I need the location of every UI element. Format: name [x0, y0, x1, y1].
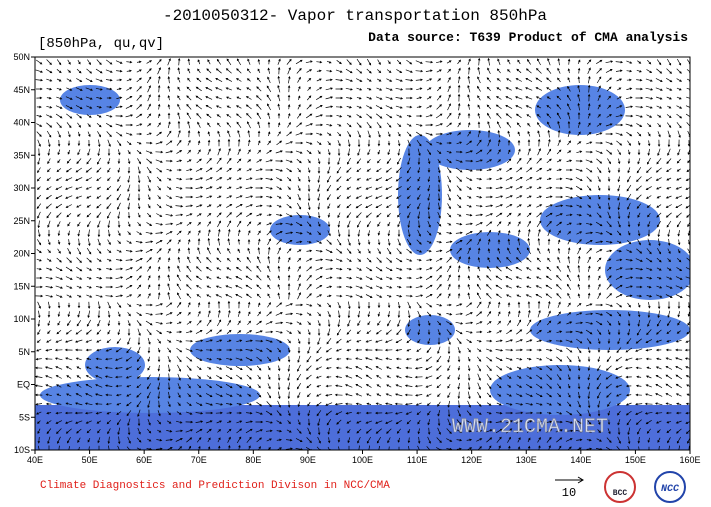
lon-label: 130E	[516, 455, 537, 465]
lon-label: 100E	[352, 455, 373, 465]
lon-label: 80E	[245, 455, 261, 465]
reference-arrowhead	[577, 476, 584, 484]
lat-label: 20N	[13, 249, 30, 259]
lon-label: 140E	[570, 455, 591, 465]
ncc-logo	[654, 471, 686, 503]
bcc-logo	[604, 471, 636, 503]
title: -2010050312- Vapor transportation 850hPa	[163, 7, 547, 25]
ncc-logo-text: NCC	[661, 484, 679, 495]
lon-label: 120E	[461, 455, 482, 465]
lat-label: 10N	[13, 314, 30, 324]
lon-label: 150E	[625, 455, 646, 465]
lon-label: 160E	[679, 455, 700, 465]
vector-field	[35, 57, 690, 450]
source: Data source: T639 Product of CMA analysi…	[368, 30, 688, 45]
lat-label: 30N	[13, 183, 30, 193]
lat-label: 15N	[13, 281, 30, 291]
lon-label: 70E	[191, 455, 207, 465]
lat-label: 40N	[13, 118, 30, 128]
reference-value: 10	[562, 486, 576, 500]
bcc-logo-text: BCC	[613, 489, 628, 498]
lat-label: 5N	[18, 347, 30, 357]
lon-label: 110E	[407, 455, 427, 465]
watermark: WWW.21CMA.NET	[452, 416, 608, 439]
lon-label: 50E	[82, 455, 98, 465]
credit: Climate Diagnostics and Prediction Divis…	[40, 480, 390, 492]
lat-label: 25N	[13, 216, 30, 226]
lat-label: EQ	[17, 380, 30, 390]
lon-label: 60E	[136, 455, 152, 465]
lat-label: 35N	[13, 150, 30, 160]
lat-label: 10S	[14, 445, 30, 455]
lon-label: 40E	[27, 455, 43, 465]
lat-label: 45N	[13, 85, 30, 95]
arrow-field	[35, 57, 690, 450]
lat-label: 50N	[13, 52, 30, 62]
subtitle: [850hPa, qu,qv]	[38, 36, 164, 52]
lon-label: 90E	[300, 455, 316, 465]
lat-label: 5S	[19, 412, 30, 422]
